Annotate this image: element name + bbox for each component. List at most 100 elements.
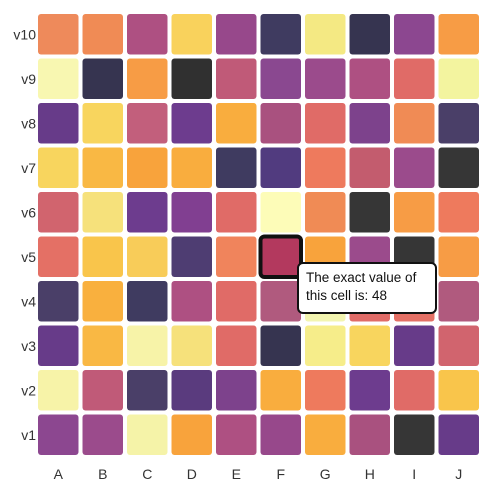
heatmap-cell-A-v1[interactable] bbox=[38, 414, 79, 456]
heatmap-cell-J-v3[interactable] bbox=[438, 325, 480, 367]
heatmap-cell-C-v5[interactable] bbox=[127, 236, 168, 278]
heatmap-cell-G-v7[interactable] bbox=[305, 147, 346, 189]
heatmap-cell-A-v5[interactable] bbox=[38, 236, 79, 278]
heatmap-cell-D-v2[interactable] bbox=[171, 370, 213, 411]
heatmap-cell-F-v1[interactable] bbox=[260, 414, 302, 456]
heatmap-cell-A-v2[interactable] bbox=[38, 370, 79, 411]
heatmap-cell-G-v10[interactable] bbox=[305, 14, 346, 55]
heatmap-cell-I-v8[interactable] bbox=[394, 103, 435, 144]
heatmap-cell-I-v9[interactable] bbox=[394, 58, 435, 100]
heatmap-cell-A-v9[interactable] bbox=[38, 58, 79, 100]
heatmap-cell-A-v8[interactable] bbox=[38, 103, 79, 144]
heatmap-cell-I-v2[interactable] bbox=[394, 370, 435, 411]
heatmap-cell-D-v9[interactable] bbox=[171, 58, 213, 100]
heatmap-cell-I-v10[interactable] bbox=[394, 14, 435, 55]
heatmap-cell-B-v3[interactable] bbox=[82, 325, 124, 367]
heatmap-cell-A-v4[interactable] bbox=[38, 281, 79, 322]
heatmap-cell-D-v3[interactable] bbox=[171, 325, 213, 367]
heatmap-cell-I-v6[interactable] bbox=[394, 192, 435, 233]
heatmap-cell-G-v1[interactable] bbox=[305, 414, 346, 456]
heatmap-cell-I-v3[interactable] bbox=[394, 325, 435, 367]
heatmap-cell-A-v7[interactable] bbox=[38, 147, 79, 189]
heatmap-cell-I-v1[interactable] bbox=[394, 414, 435, 456]
heatmap-cell-A-v10[interactable] bbox=[38, 14, 79, 55]
heatmap-cell-H-v2[interactable] bbox=[349, 370, 391, 411]
heatmap-cell-H-v10[interactable] bbox=[349, 14, 391, 55]
heatmap-cell-F-v3[interactable] bbox=[260, 325, 302, 367]
heatmap-cell-F-v9[interactable] bbox=[260, 58, 302, 100]
heatmap-cell-B-v5[interactable] bbox=[82, 236, 124, 278]
y-tick-label: v7 bbox=[21, 160, 36, 176]
heatmap-cell-J-v5[interactable] bbox=[438, 236, 480, 278]
heatmap-cell-A-v6[interactable] bbox=[38, 192, 79, 233]
heatmap-cell-C-v1[interactable] bbox=[127, 414, 168, 456]
heatmap-cell-F-v5[interactable] bbox=[260, 236, 302, 278]
x-tick-label: A bbox=[54, 466, 64, 482]
y-tick-label: v6 bbox=[21, 204, 36, 220]
heatmap-cell-F-v6[interactable] bbox=[260, 192, 302, 233]
heatmap-cell-B-v7[interactable] bbox=[82, 147, 124, 189]
heatmap-cell-G-v3[interactable] bbox=[305, 325, 346, 367]
heatmap-cell-J-v8[interactable] bbox=[438, 103, 480, 144]
heatmap-cell-I-v7[interactable] bbox=[394, 147, 435, 189]
heatmap-cell-C-v10[interactable] bbox=[127, 14, 168, 55]
heatmap-cell-E-v3[interactable] bbox=[216, 325, 257, 367]
heatmap-cell-C-v9[interactable] bbox=[127, 58, 168, 100]
heatmap-cell-D-v10[interactable] bbox=[171, 14, 213, 55]
heatmap-cell-B-v1[interactable] bbox=[82, 414, 124, 456]
heatmap-cell-E-v7[interactable] bbox=[216, 147, 257, 189]
tooltip-line-2: this cell is: 48 bbox=[306, 288, 388, 303]
heatmap-cell-C-v8[interactable] bbox=[127, 103, 168, 144]
heatmap-cell-J-v9[interactable] bbox=[438, 58, 480, 100]
heatmap-cell-E-v6[interactable] bbox=[216, 192, 257, 233]
heatmap-cell-B-v10[interactable] bbox=[82, 14, 124, 55]
heatmap-cell-C-v7[interactable] bbox=[127, 147, 168, 189]
heatmap-cell-J-v2[interactable] bbox=[438, 370, 480, 411]
heatmap-cell-D-v5[interactable] bbox=[171, 236, 213, 278]
heatmap-cell-G-v9[interactable] bbox=[305, 58, 346, 100]
heatmap-cell-B-v2[interactable] bbox=[82, 370, 124, 411]
y-tick-label: v4 bbox=[21, 293, 36, 309]
heatmap-cell-F-v2[interactable] bbox=[260, 370, 302, 411]
heatmap-cell-J-v4[interactable] bbox=[438, 281, 480, 322]
heatmap-cell-H-v9[interactable] bbox=[349, 58, 391, 100]
heatmap-cell-C-v6[interactable] bbox=[127, 192, 168, 233]
heatmap-cell-E-v10[interactable] bbox=[216, 14, 257, 55]
heatmap-cell-E-v9[interactable] bbox=[216, 58, 257, 100]
heatmap-cell-F-v8[interactable] bbox=[260, 103, 302, 144]
heatmap-cells bbox=[38, 14, 479, 455]
heatmap-cell-D-v1[interactable] bbox=[171, 414, 213, 456]
heatmap-cell-B-v6[interactable] bbox=[82, 192, 124, 233]
heatmap-cell-J-v10[interactable] bbox=[438, 14, 480, 55]
heatmap-cell-D-v6[interactable] bbox=[171, 192, 213, 233]
heatmap-cell-H-v3[interactable] bbox=[349, 325, 391, 367]
heatmap-cell-F-v7[interactable] bbox=[260, 147, 302, 189]
heatmap-cell-J-v7[interactable] bbox=[438, 147, 480, 189]
heatmap-cell-H-v6[interactable] bbox=[349, 192, 391, 233]
heatmap-cell-B-v8[interactable] bbox=[82, 103, 124, 144]
heatmap-cell-E-v2[interactable] bbox=[216, 370, 257, 411]
heatmap-cell-G-v6[interactable] bbox=[305, 192, 346, 233]
heatmap-cell-G-v8[interactable] bbox=[305, 103, 346, 144]
heatmap-cell-C-v4[interactable] bbox=[127, 281, 168, 322]
heatmap-cell-E-v8[interactable] bbox=[216, 103, 257, 144]
heatmap-cell-B-v9[interactable] bbox=[82, 58, 124, 100]
heatmap-cell-D-v8[interactable] bbox=[171, 103, 213, 144]
heatmap-cell-H-v7[interactable] bbox=[349, 147, 391, 189]
heatmap-cell-B-v4[interactable] bbox=[82, 281, 124, 322]
heatmap-cell-H-v1[interactable] bbox=[349, 414, 391, 456]
heatmap-cell-F-v10[interactable] bbox=[260, 14, 302, 55]
heatmap-cell-C-v2[interactable] bbox=[127, 370, 168, 411]
heatmap-cell-H-v8[interactable] bbox=[349, 103, 391, 144]
heatmap-cell-D-v4[interactable] bbox=[171, 281, 213, 322]
heatmap-cell-E-v4[interactable] bbox=[216, 281, 257, 322]
heatmap-cell-F-v4[interactable] bbox=[260, 281, 302, 322]
heatmap-cell-D-v7[interactable] bbox=[171, 147, 213, 189]
heatmap-cell-A-v3[interactable] bbox=[38, 325, 79, 367]
heatmap-cell-J-v6[interactable] bbox=[438, 192, 480, 233]
heatmap-cell-E-v1[interactable] bbox=[216, 414, 257, 456]
heatmap-cell-J-v1[interactable] bbox=[438, 414, 480, 456]
heatmap-cell-G-v2[interactable] bbox=[305, 370, 346, 411]
heatmap-cell-E-v5[interactable] bbox=[216, 236, 257, 278]
heatmap-cell-C-v3[interactable] bbox=[127, 325, 168, 367]
